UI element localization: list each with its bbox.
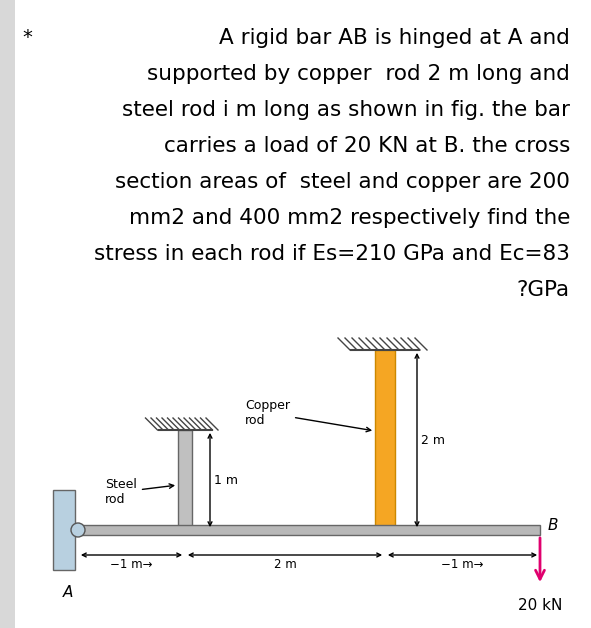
Text: section areas of  steel and copper are 200: section areas of steel and copper are 20…	[115, 172, 570, 192]
Bar	[0, 0, 15, 628]
Text: B: B	[548, 517, 558, 533]
Text: 20 kN: 20 kN	[518, 598, 562, 613]
Text: carries a load of 20 KN at B. the cross: carries a load of 20 KN at B. the cross	[164, 136, 570, 156]
Text: Steel
rod: Steel rod	[105, 478, 174, 506]
Bar	[78, 525, 540, 535]
Text: 1 m: 1 m	[214, 474, 238, 487]
Text: −1 m→: −1 m→	[441, 558, 484, 571]
Text: −1 m→: −1 m→	[111, 558, 152, 571]
Text: 2 m: 2 m	[421, 433, 445, 447]
Bar	[178, 430, 192, 530]
Text: 2 m: 2 m	[274, 558, 296, 571]
Text: steel rod i m long as shown in fig. the bar: steel rod i m long as shown in fig. the …	[122, 100, 570, 120]
Bar	[53, 490, 75, 570]
Text: ?GPa: ?GPa	[517, 280, 570, 300]
Text: Copper
rod: Copper rod	[245, 399, 371, 431]
Text: supported by copper  rod 2 m long and: supported by copper rod 2 m long and	[147, 64, 570, 84]
Bar	[375, 350, 395, 530]
Text: stress in each rod if Es=210 GPa and Ec=83: stress in each rod if Es=210 GPa and Ec=…	[94, 244, 570, 264]
Text: *: *	[22, 28, 32, 47]
Text: mm2 and 400 mm2 respectively find the: mm2 and 400 mm2 respectively find the	[129, 208, 570, 228]
Text: A: A	[63, 585, 73, 600]
Circle shape	[71, 523, 85, 537]
Text: A rigid bar AB is hinged at A and: A rigid bar AB is hinged at A and	[219, 28, 570, 48]
